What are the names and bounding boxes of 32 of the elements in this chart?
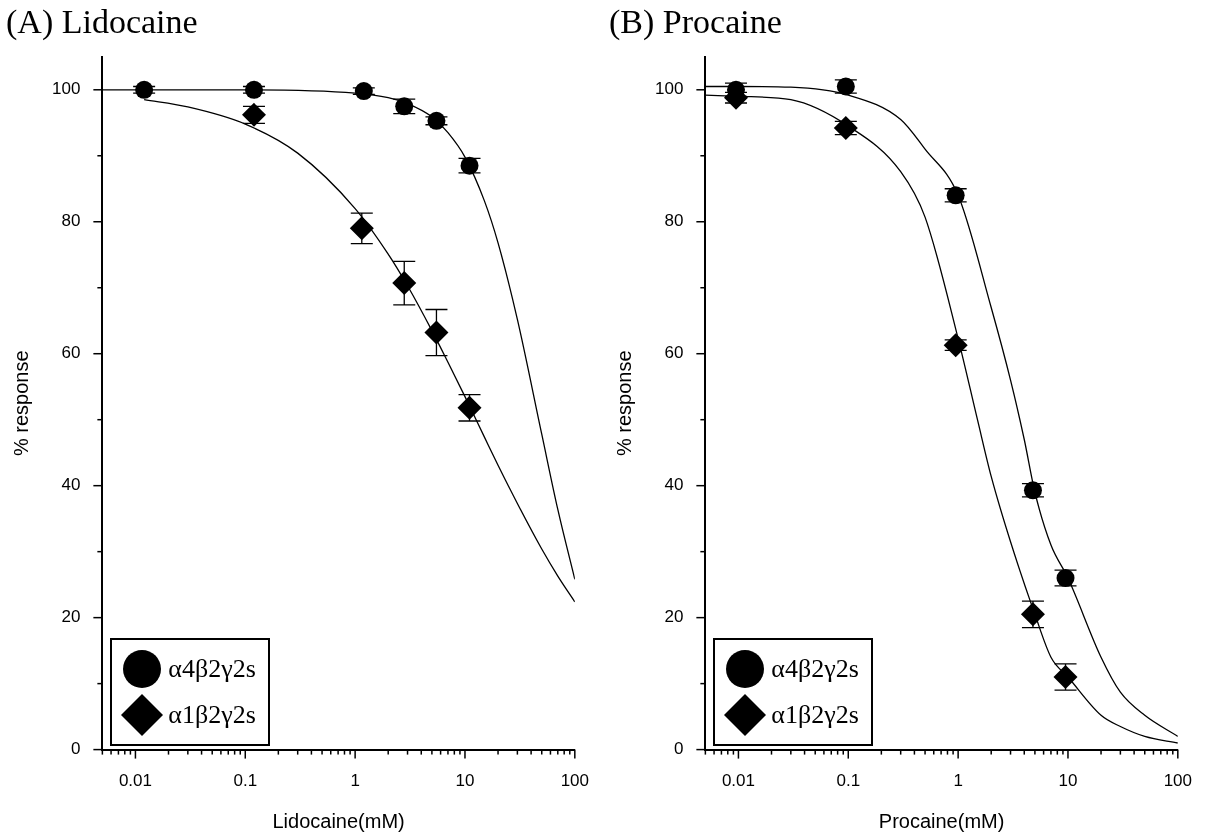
y-tick-label: 60 bbox=[61, 343, 81, 363]
x-tick-label: 0.01 bbox=[118, 771, 152, 791]
legend-label: α4β2γ2s bbox=[771, 653, 859, 684]
x-tick-label: 100 bbox=[1163, 771, 1193, 791]
x-tick-label: 0.1 bbox=[836, 771, 861, 791]
y-tick-label: 20 bbox=[664, 607, 684, 627]
chart-title: (B) Procaine bbox=[609, 3, 782, 42]
x-tick-label: 1 bbox=[350, 771, 360, 791]
y-tick-label: 60 bbox=[664, 343, 684, 363]
legend-label: α4β2γ2s bbox=[168, 653, 256, 684]
x-tick-label: 0.1 bbox=[233, 771, 258, 791]
x-tick-label: 100 bbox=[560, 771, 590, 791]
x-tick-label: 0.01 bbox=[721, 771, 755, 791]
y-tick-label: 0 bbox=[673, 739, 684, 759]
y-tick-label: 20 bbox=[61, 607, 81, 627]
y-tick-label: 100 bbox=[654, 79, 684, 99]
chart-title: (A) Lidocaine bbox=[6, 3, 198, 42]
y-axis-title: % response bbox=[612, 350, 635, 457]
y-tick-label: 80 bbox=[664, 211, 684, 231]
x-tick-label: 10 bbox=[1058, 771, 1078, 791]
x-tick-label: 10 bbox=[455, 771, 475, 791]
y-axis-title: % response bbox=[9, 350, 32, 457]
y-tick-label: 40 bbox=[61, 475, 81, 495]
y-tick-label: 0 bbox=[70, 739, 81, 759]
legend-label: α1β2γ2s bbox=[771, 699, 859, 730]
x-axis-title: Procaine(mM) bbox=[878, 809, 1005, 832]
x-tick-label: 1 bbox=[953, 771, 963, 791]
y-tick-label: 80 bbox=[61, 211, 81, 231]
y-tick-label: 100 bbox=[51, 79, 81, 99]
y-tick-label: 40 bbox=[664, 475, 684, 495]
legend-label: α1β2γ2s bbox=[168, 699, 256, 730]
x-axis-title: Lidocaine(mM) bbox=[272, 809, 405, 832]
